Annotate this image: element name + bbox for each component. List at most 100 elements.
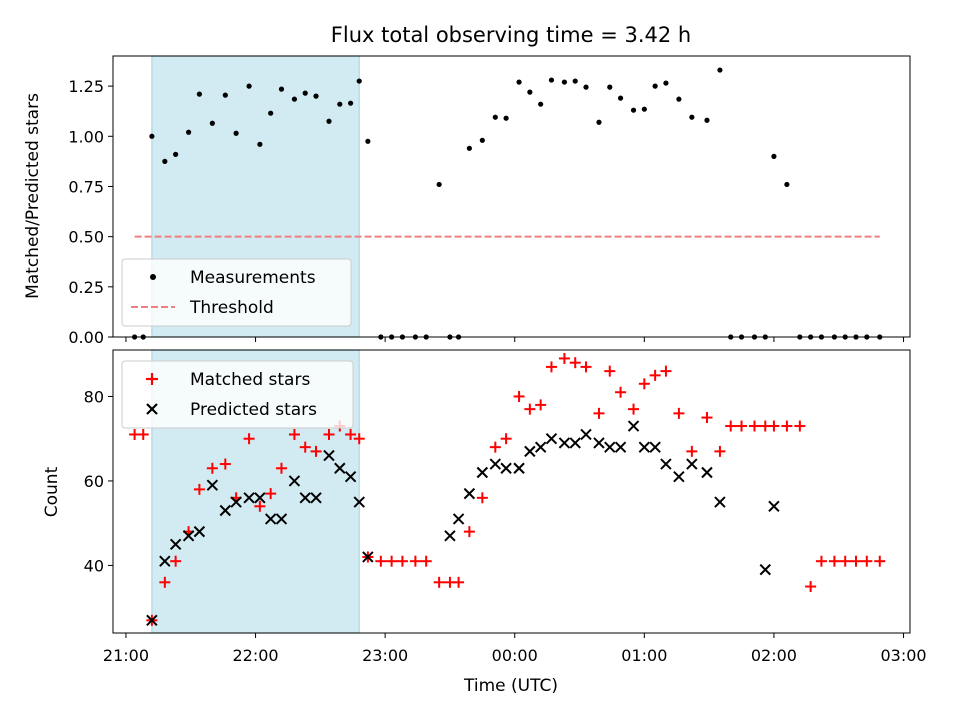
top-y-axis-ticks: 0.00 0.25 0.50 0.75 1.00 1.25 <box>68 77 113 347</box>
matched-star-marker <box>828 555 840 567</box>
matched-star-marker <box>861 555 873 567</box>
matched-star-marker <box>463 526 475 538</box>
measurement-point <box>717 67 723 73</box>
predicted-star-marker <box>230 496 242 508</box>
matched-star-marker <box>748 420 760 432</box>
legend-label-threshold: Threshold <box>189 298 274 318</box>
matched-star-marker <box>193 483 205 495</box>
predicted-star-marker <box>569 437 581 449</box>
predicted-star-marker <box>476 466 489 479</box>
matched-star-markers <box>129 352 886 626</box>
matched-star-marker <box>736 420 748 432</box>
predicted-star-marker <box>452 513 465 525</box>
y-tick-label: 40 <box>84 556 104 575</box>
matched-star-marker <box>615 386 627 398</box>
measurement-point <box>561 79 568 85</box>
measurement-point <box>704 117 710 123</box>
matched-star-marker <box>569 357 581 369</box>
measurement-point <box>689 114 695 120</box>
matched-star-marker <box>396 555 408 567</box>
measurement-point <box>479 137 485 143</box>
x-tick-label: 01:00 <box>621 646 667 665</box>
matched-star-marker <box>345 428 357 440</box>
matched-star-marker <box>794 420 806 432</box>
predicted-star-marker <box>759 563 771 576</box>
measurement-point <box>149 133 155 139</box>
matched-star-marker <box>815 555 827 567</box>
measurement-point <box>246 83 252 89</box>
predicted-star-marker <box>344 471 357 483</box>
top-legend-box <box>121 258 352 327</box>
measurement-point <box>771 153 777 159</box>
measurement-point <box>596 119 602 125</box>
matched-star-marker <box>805 581 817 593</box>
matched-star-marker <box>580 361 592 373</box>
matched-star-marker <box>299 441 311 453</box>
measurement-point <box>313 93 319 99</box>
matched-star-marker <box>489 441 501 453</box>
predicted-star-marker <box>310 492 322 504</box>
bottom-plot-frame <box>112 349 911 634</box>
matched-star-marker <box>768 420 780 432</box>
matched-star-marker <box>206 462 218 474</box>
matched-star-marker <box>714 445 726 457</box>
y-tick-label: 0.00 <box>68 328 104 347</box>
matched-star-marker <box>433 576 445 588</box>
measurement-point <box>162 158 168 164</box>
measurement-point <box>516 79 522 85</box>
bottom-x-axis-ticks: 21:00 22:00 23:00 00:00 01:00 02:00 03:00 <box>103 633 927 665</box>
matched-star-marker <box>420 555 432 567</box>
measurement-point <box>641 106 647 112</box>
matched-star-marker <box>375 555 387 567</box>
measurement-point <box>268 110 274 116</box>
legend-label-predicted: Predicted stars <box>190 400 317 420</box>
measurement-point <box>291 96 298 102</box>
bottom-legend: Matched stars Predicted stars <box>121 360 354 429</box>
matched-star-marker <box>593 407 605 419</box>
y-tick-label: 1.00 <box>68 127 104 146</box>
matched-star-marker <box>701 412 713 424</box>
predicted-star-marker <box>673 471 685 483</box>
x-tick-label: 21:00 <box>103 646 149 665</box>
x-tick-label: 00:00 <box>492 646 538 665</box>
matched-star-marker <box>386 555 398 567</box>
predicted-star-marker <box>686 458 698 470</box>
measurement-point <box>663 80 669 86</box>
measurement-point <box>527 89 533 95</box>
y-tick-label: 60 <box>84 472 104 491</box>
matched-star-marker <box>500 433 512 445</box>
predicted-star-marker <box>299 492 311 504</box>
measurement-point <box>209 120 215 126</box>
matched-star-marker <box>219 458 231 470</box>
matched-star-marker <box>781 420 793 432</box>
top-legend: Measurements Threshold <box>121 258 352 327</box>
predicted-star-marker <box>534 441 547 453</box>
measurement-point <box>337 101 343 107</box>
matched-star-marker <box>243 433 255 445</box>
legend-x-marker <box>146 403 158 415</box>
measurement-point <box>196 91 202 97</box>
y-tick-label: 0.25 <box>68 278 104 297</box>
predicted-star-markers <box>146 420 780 627</box>
predicted-star-marker <box>463 487 476 500</box>
predicted-star-marker <box>489 458 502 470</box>
x-axis-label: Time (UTC) <box>463 676 558 696</box>
measurement-point <box>676 96 682 102</box>
matched-star-marker <box>725 420 737 432</box>
predicted-star-marker <box>714 496 726 508</box>
y-tick-label: 1.25 <box>68 77 104 96</box>
measurement-point <box>365 138 371 144</box>
predicted-star-marker <box>558 437 571 449</box>
matched-star-marker <box>649 369 661 381</box>
matched-star-marker <box>159 576 171 588</box>
measurement-point <box>784 181 790 188</box>
measurement-point <box>630 107 637 113</box>
matched-star-marker <box>535 399 547 411</box>
predicted-star-marker <box>604 441 616 453</box>
matched-star-marker <box>310 445 322 457</box>
predicted-star-marker <box>545 432 558 445</box>
predicted-star-marker <box>614 441 627 453</box>
predicted-star-marker <box>219 504 232 517</box>
legend-plus-marker <box>146 373 158 385</box>
